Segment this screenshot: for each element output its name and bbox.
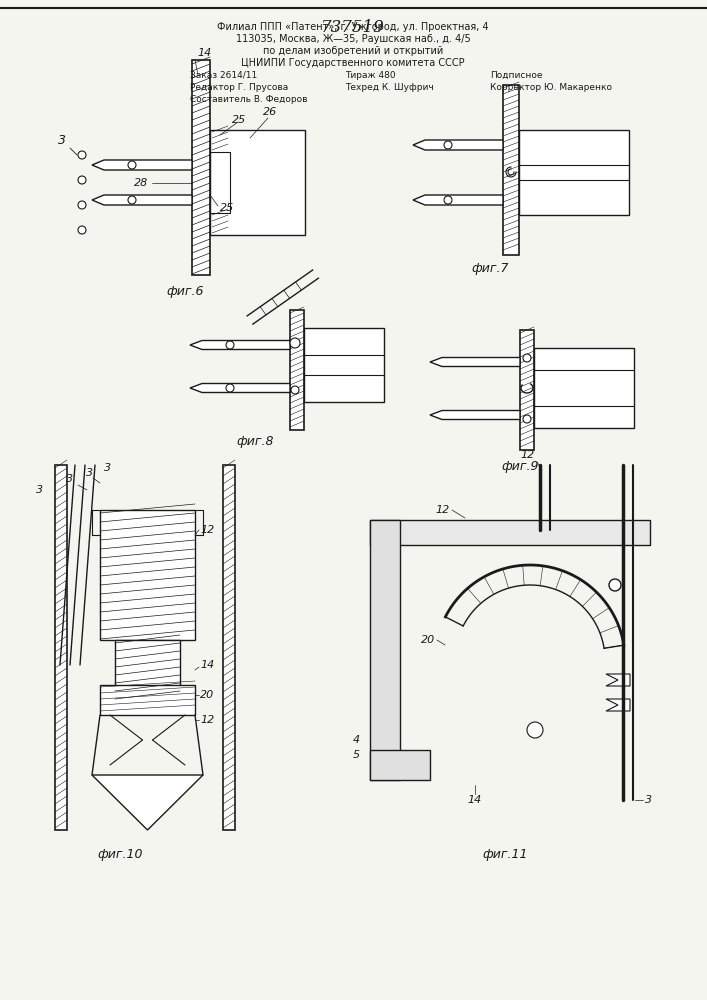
Text: 5: 5 <box>353 750 360 760</box>
Text: 3: 3 <box>37 485 44 495</box>
Polygon shape <box>520 330 534 450</box>
Polygon shape <box>430 358 520 366</box>
Polygon shape <box>115 640 180 700</box>
Text: 12: 12 <box>200 715 214 725</box>
Text: 20: 20 <box>421 635 435 645</box>
Text: 113035, Москва, Ж—35, Раушская наб., д. 4/5: 113035, Москва, Ж—35, Раушская наб., д. … <box>235 34 470 44</box>
Circle shape <box>78 201 86 209</box>
Polygon shape <box>606 674 630 686</box>
Polygon shape <box>370 520 650 545</box>
Circle shape <box>78 176 86 184</box>
Polygon shape <box>370 750 430 780</box>
Text: Корректор Ю. Макаренко: Корректор Ю. Макаренко <box>490 83 612 92</box>
Text: фиг.11: фиг.11 <box>482 848 527 861</box>
Polygon shape <box>92 195 192 205</box>
Text: 14: 14 <box>200 660 214 670</box>
Text: Редактор Г. Прусова: Редактор Г. Прусова <box>190 83 288 92</box>
Text: фиг.7: фиг.7 <box>472 262 509 275</box>
Text: Составитель В. Федоров: Составитель В. Федоров <box>190 95 308 104</box>
Text: 26: 26 <box>263 107 277 117</box>
Polygon shape <box>413 195 503 205</box>
Polygon shape <box>210 130 305 235</box>
Circle shape <box>523 354 531 362</box>
Polygon shape <box>92 775 203 830</box>
Circle shape <box>128 196 136 204</box>
Text: 3: 3 <box>86 468 93 478</box>
Circle shape <box>444 196 452 204</box>
Text: 14: 14 <box>468 795 482 805</box>
Text: Филиал ППП «Патент», г. Ужгород, ул. Проектная, 4: Филиал ППП «Патент», г. Ужгород, ул. Про… <box>217 22 489 32</box>
Text: Подписное: Подписное <box>490 71 542 80</box>
Text: ЦНИИПИ Государственного комитета СССР: ЦНИИПИ Государственного комитета СССР <box>241 58 464 68</box>
Polygon shape <box>534 348 634 428</box>
Text: 3: 3 <box>105 463 112 473</box>
Polygon shape <box>190 340 290 350</box>
Text: Заказ 2614/11: Заказ 2614/11 <box>190 71 257 80</box>
Polygon shape <box>290 310 304 430</box>
Circle shape <box>78 226 86 234</box>
Circle shape <box>290 338 300 348</box>
Text: 25: 25 <box>232 115 246 125</box>
Text: 12: 12 <box>521 450 535 460</box>
Polygon shape <box>519 130 629 215</box>
Text: 3: 3 <box>58 133 66 146</box>
Polygon shape <box>100 685 195 715</box>
Circle shape <box>128 161 136 169</box>
Text: 3: 3 <box>66 474 74 484</box>
Text: Тираж 480: Тираж 480 <box>345 71 396 80</box>
Polygon shape <box>370 520 400 780</box>
Polygon shape <box>190 383 290 392</box>
Text: фиг.9: фиг.9 <box>501 460 539 473</box>
Polygon shape <box>192 60 210 275</box>
Polygon shape <box>430 410 520 420</box>
Text: 28: 28 <box>134 178 148 188</box>
Text: фиг.8: фиг.8 <box>236 435 274 448</box>
Polygon shape <box>503 85 519 255</box>
Polygon shape <box>304 328 384 402</box>
Circle shape <box>523 415 531 423</box>
Circle shape <box>444 141 452 149</box>
Polygon shape <box>92 160 192 170</box>
Polygon shape <box>413 140 503 150</box>
Circle shape <box>291 386 299 394</box>
Circle shape <box>527 722 543 738</box>
Polygon shape <box>55 465 67 830</box>
Polygon shape <box>606 699 630 711</box>
Text: 4: 4 <box>353 735 360 745</box>
Text: 25: 25 <box>220 203 234 213</box>
Text: фиг.10: фиг.10 <box>98 848 143 861</box>
Circle shape <box>226 384 234 392</box>
Text: Техред К. Шуфрич: Техред К. Шуфрич <box>345 83 433 92</box>
Text: 3: 3 <box>645 795 652 805</box>
Text: 20: 20 <box>200 690 214 700</box>
Polygon shape <box>100 510 195 640</box>
Text: 12: 12 <box>436 505 450 515</box>
Text: 12: 12 <box>200 525 214 535</box>
Text: фиг.6: фиг.6 <box>166 285 204 298</box>
Circle shape <box>609 579 621 591</box>
Text: 737519: 737519 <box>321 19 385 36</box>
Circle shape <box>78 151 86 159</box>
Text: по делам изобретений и открытий: по делам изобретений и открытий <box>263 46 443 56</box>
Polygon shape <box>223 465 235 830</box>
Text: 14: 14 <box>197 48 211 58</box>
Circle shape <box>226 341 234 349</box>
